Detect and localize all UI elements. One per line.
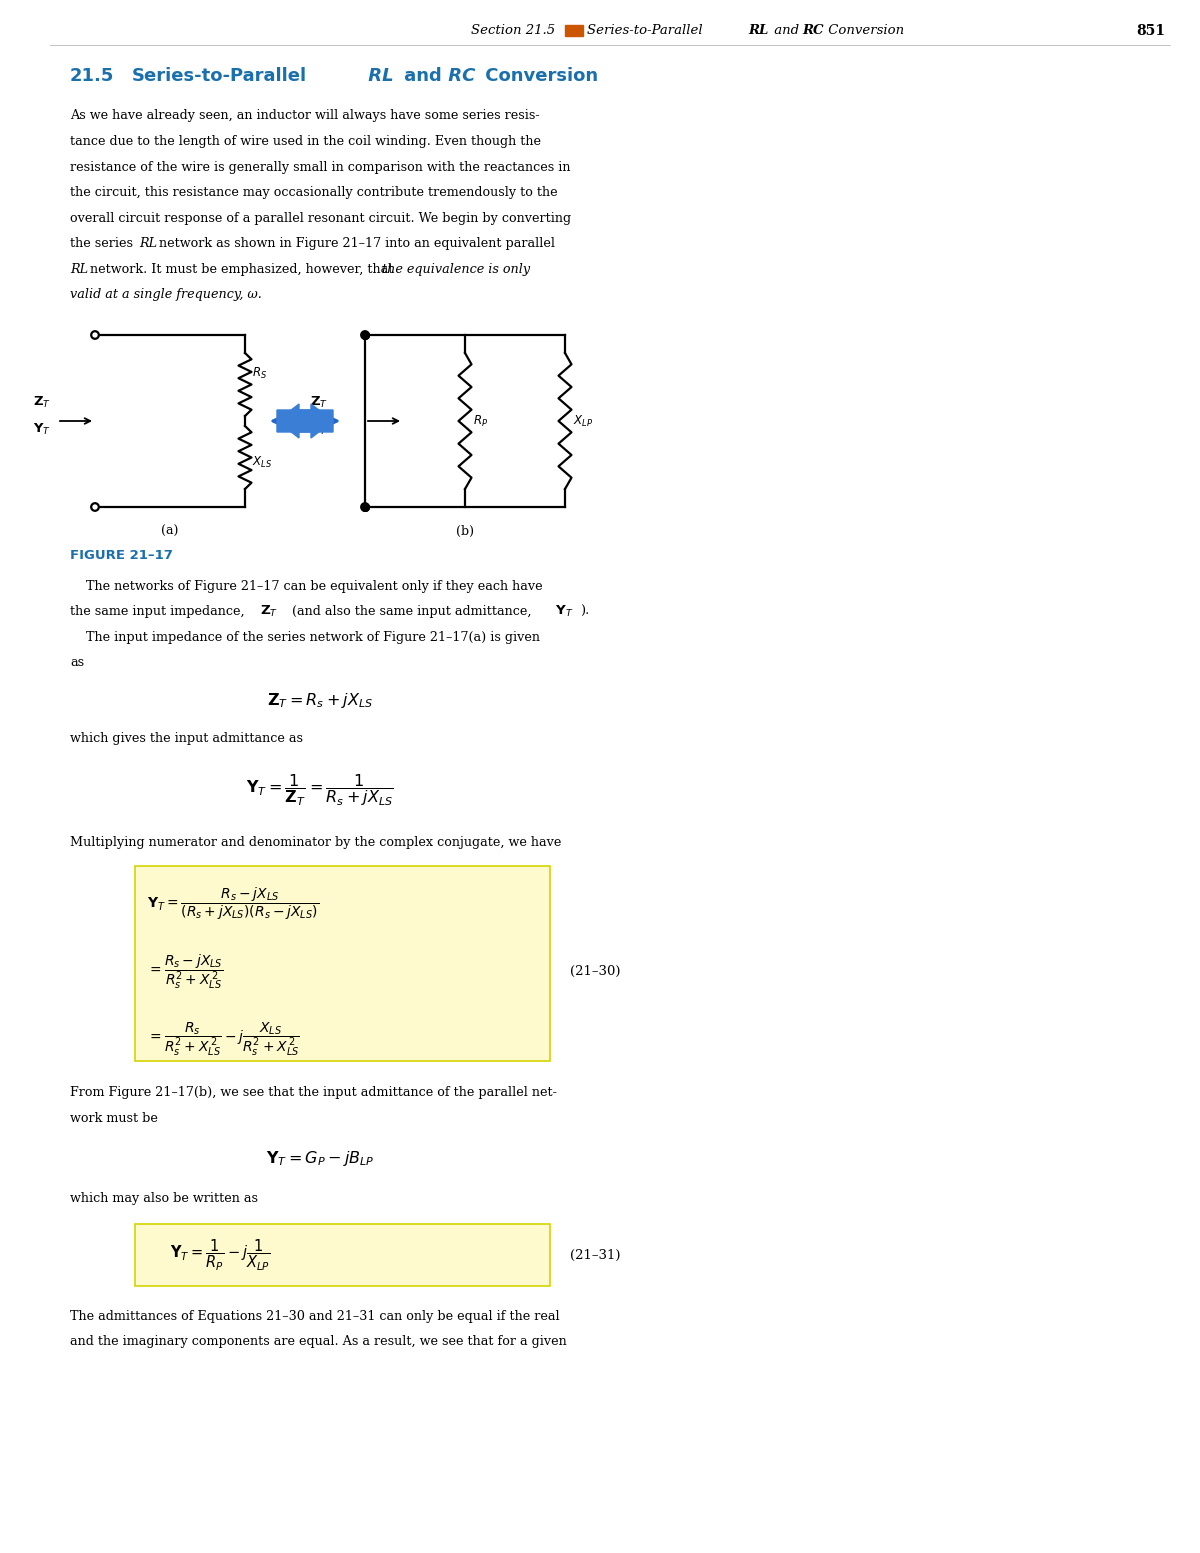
Text: and: and: [770, 25, 803, 37]
Text: $\mathbf{Y}_T = \dfrac{1}{R_P} - j\dfrac{1}{X_{LP}}$: $\mathbf{Y}_T = \dfrac{1}{R_P} - j\dfrac…: [170, 1238, 270, 1272]
Text: $= \dfrac{R_s}{R_s^2 + X_{LS}^{\,2}} - j\dfrac{X_{LS}}{R_s^2 + X_{LS}^{\,2}}$: $= \dfrac{R_s}{R_s^2 + X_{LS}^{\,2}} - j…: [148, 1020, 300, 1058]
Text: the circuit, this resistance may occasionally contribute tremendously to the: the circuit, this resistance may occasio…: [70, 186, 558, 199]
Circle shape: [91, 331, 98, 339]
Text: network. It must be emphasized, however, that: network. It must be emphasized, however,…: [85, 262, 397, 275]
Text: $R_S$: $R_S$: [252, 365, 268, 380]
Text: RL: RL: [748, 25, 768, 37]
Text: Section 21.5: Section 21.5: [470, 25, 554, 37]
Text: RL: RL: [362, 67, 394, 85]
Text: As we have already seen, an inductor will always have some series resis-: As we have already seen, an inductor wil…: [70, 110, 540, 123]
Text: Series-to-Parallel: Series-to-Parallel: [587, 25, 707, 37]
Text: Multiplying numerator and denominator by the complex conjugate, we have: Multiplying numerator and denominator by…: [70, 836, 562, 849]
Text: FIGURE 21–17: FIGURE 21–17: [70, 548, 173, 562]
Bar: [565, 25, 583, 37]
Text: and: and: [398, 67, 442, 85]
Text: Conversion: Conversion: [479, 67, 598, 85]
Text: the series: the series: [70, 238, 137, 250]
Text: work must be: work must be: [70, 1112, 158, 1124]
Text: 851: 851: [1136, 23, 1165, 37]
Text: RC: RC: [802, 25, 823, 37]
Text: $\mathbf{Y}_T$: $\mathbf{Y}_T$: [554, 604, 574, 620]
Text: network as shown in Figure 21–17 into an equivalent parallel: network as shown in Figure 21–17 into an…: [155, 238, 554, 250]
Text: $\mathbf{Z}_T$: $\mathbf{Z}_T$: [32, 394, 50, 410]
Text: RC: RC: [442, 67, 475, 85]
FancyArrow shape: [277, 404, 334, 438]
Text: The admittances of Equations 21–30 and 21–31 can only be equal if the real: The admittances of Equations 21–30 and 2…: [70, 1309, 559, 1323]
Text: RL: RL: [139, 238, 157, 250]
Text: (21–30): (21–30): [570, 964, 620, 978]
Text: Conversion: Conversion: [824, 25, 904, 37]
Text: the same input impedance,: the same input impedance,: [70, 606, 248, 618]
Text: From Figure 21–17(b), we see that the input admittance of the parallel net-: From Figure 21–17(b), we see that the in…: [70, 1086, 557, 1100]
Text: Series-to-Parallel: Series-to-Parallel: [132, 67, 307, 85]
Text: The networks of Figure 21–17 can be equivalent only if they each have: The networks of Figure 21–17 can be equi…: [70, 579, 542, 593]
Text: (21–31): (21–31): [570, 1249, 620, 1261]
Text: $\mathbf{Z}_T$: $\mathbf{Z}_T$: [310, 394, 328, 410]
Circle shape: [91, 503, 98, 511]
Text: valid at a single frequency, ω.: valid at a single frequency, ω.: [70, 287, 262, 301]
Text: resistance of the wire is generally small in comparison with the reactances in: resistance of the wire is generally smal…: [70, 160, 570, 174]
Text: the equivalence is only: the equivalence is only: [382, 262, 529, 275]
Text: The input impedance of the series network of Figure 21–17(a) is given: The input impedance of the series networ…: [70, 631, 540, 643]
Text: $\mathbf{Y}_T = G_P - jB_{LP}$: $\mathbf{Y}_T = G_P - jB_{LP}$: [265, 1149, 374, 1168]
Text: $\mathbf{Y}_T = \dfrac{R_s - jX_{LS}}{(R_s + jX_{LS})(R_s - jX_{LS})}$: $\mathbf{Y}_T = \dfrac{R_s - jX_{LS}}{(R…: [148, 885, 319, 921]
Text: RL: RL: [70, 262, 88, 275]
Text: (b): (b): [456, 525, 474, 537]
Text: $\mathbf{Y}_T$: $\mathbf{Y}_T$: [310, 421, 328, 436]
Text: $\mathbf{Z}_T$: $\mathbf{Z}_T$: [260, 604, 278, 620]
Text: $X_{LP}$: $X_{LP}$: [574, 413, 593, 429]
FancyArrow shape: [277, 404, 332, 438]
Text: $X_{LS}$: $X_{LS}$: [252, 455, 272, 469]
Text: 21.5: 21.5: [70, 67, 114, 85]
Text: tance due to the length of wire used in the coil winding. Even though the: tance due to the length of wire used in …: [70, 135, 541, 148]
Text: ).: ).: [580, 606, 589, 618]
Text: and the imaginary components are equal. As a result, we see that for a given: and the imaginary components are equal. …: [70, 1336, 566, 1348]
Text: (and also the same input admittance,: (and also the same input admittance,: [288, 606, 535, 618]
Text: $R_P$: $R_P$: [473, 413, 488, 429]
Text: which may also be written as: which may also be written as: [70, 1191, 258, 1205]
Text: $\mathbf{Y}_T$: $\mathbf{Y}_T$: [32, 421, 52, 436]
Bar: [134, 1224, 550, 1286]
Bar: [134, 865, 550, 1061]
Circle shape: [361, 331, 368, 339]
Text: overall circuit response of a parallel resonant circuit. We begin by converting: overall circuit response of a parallel r…: [70, 211, 571, 225]
Text: $= \dfrac{R_s - jX_{LS}}{R_s^2 + X_{LS}^{\,2}}$: $= \dfrac{R_s - jX_{LS}}{R_s^2 + X_{LS}^…: [148, 952, 223, 991]
Text: (a): (a): [161, 525, 179, 537]
Text: $\mathbf{Z}_T = R_s + jX_{LS}$: $\mathbf{Z}_T = R_s + jX_{LS}$: [266, 691, 373, 710]
Text: as: as: [70, 655, 84, 669]
Text: $\mathbf{Y}_T = \dfrac{1}{\mathbf{Z}_T} = \dfrac{1}{R_s + jX_{LS}}$: $\mathbf{Y}_T = \dfrac{1}{\mathbf{Z}_T} …: [246, 772, 394, 809]
Circle shape: [361, 503, 368, 511]
Text: which gives the input admittance as: which gives the input admittance as: [70, 731, 302, 745]
